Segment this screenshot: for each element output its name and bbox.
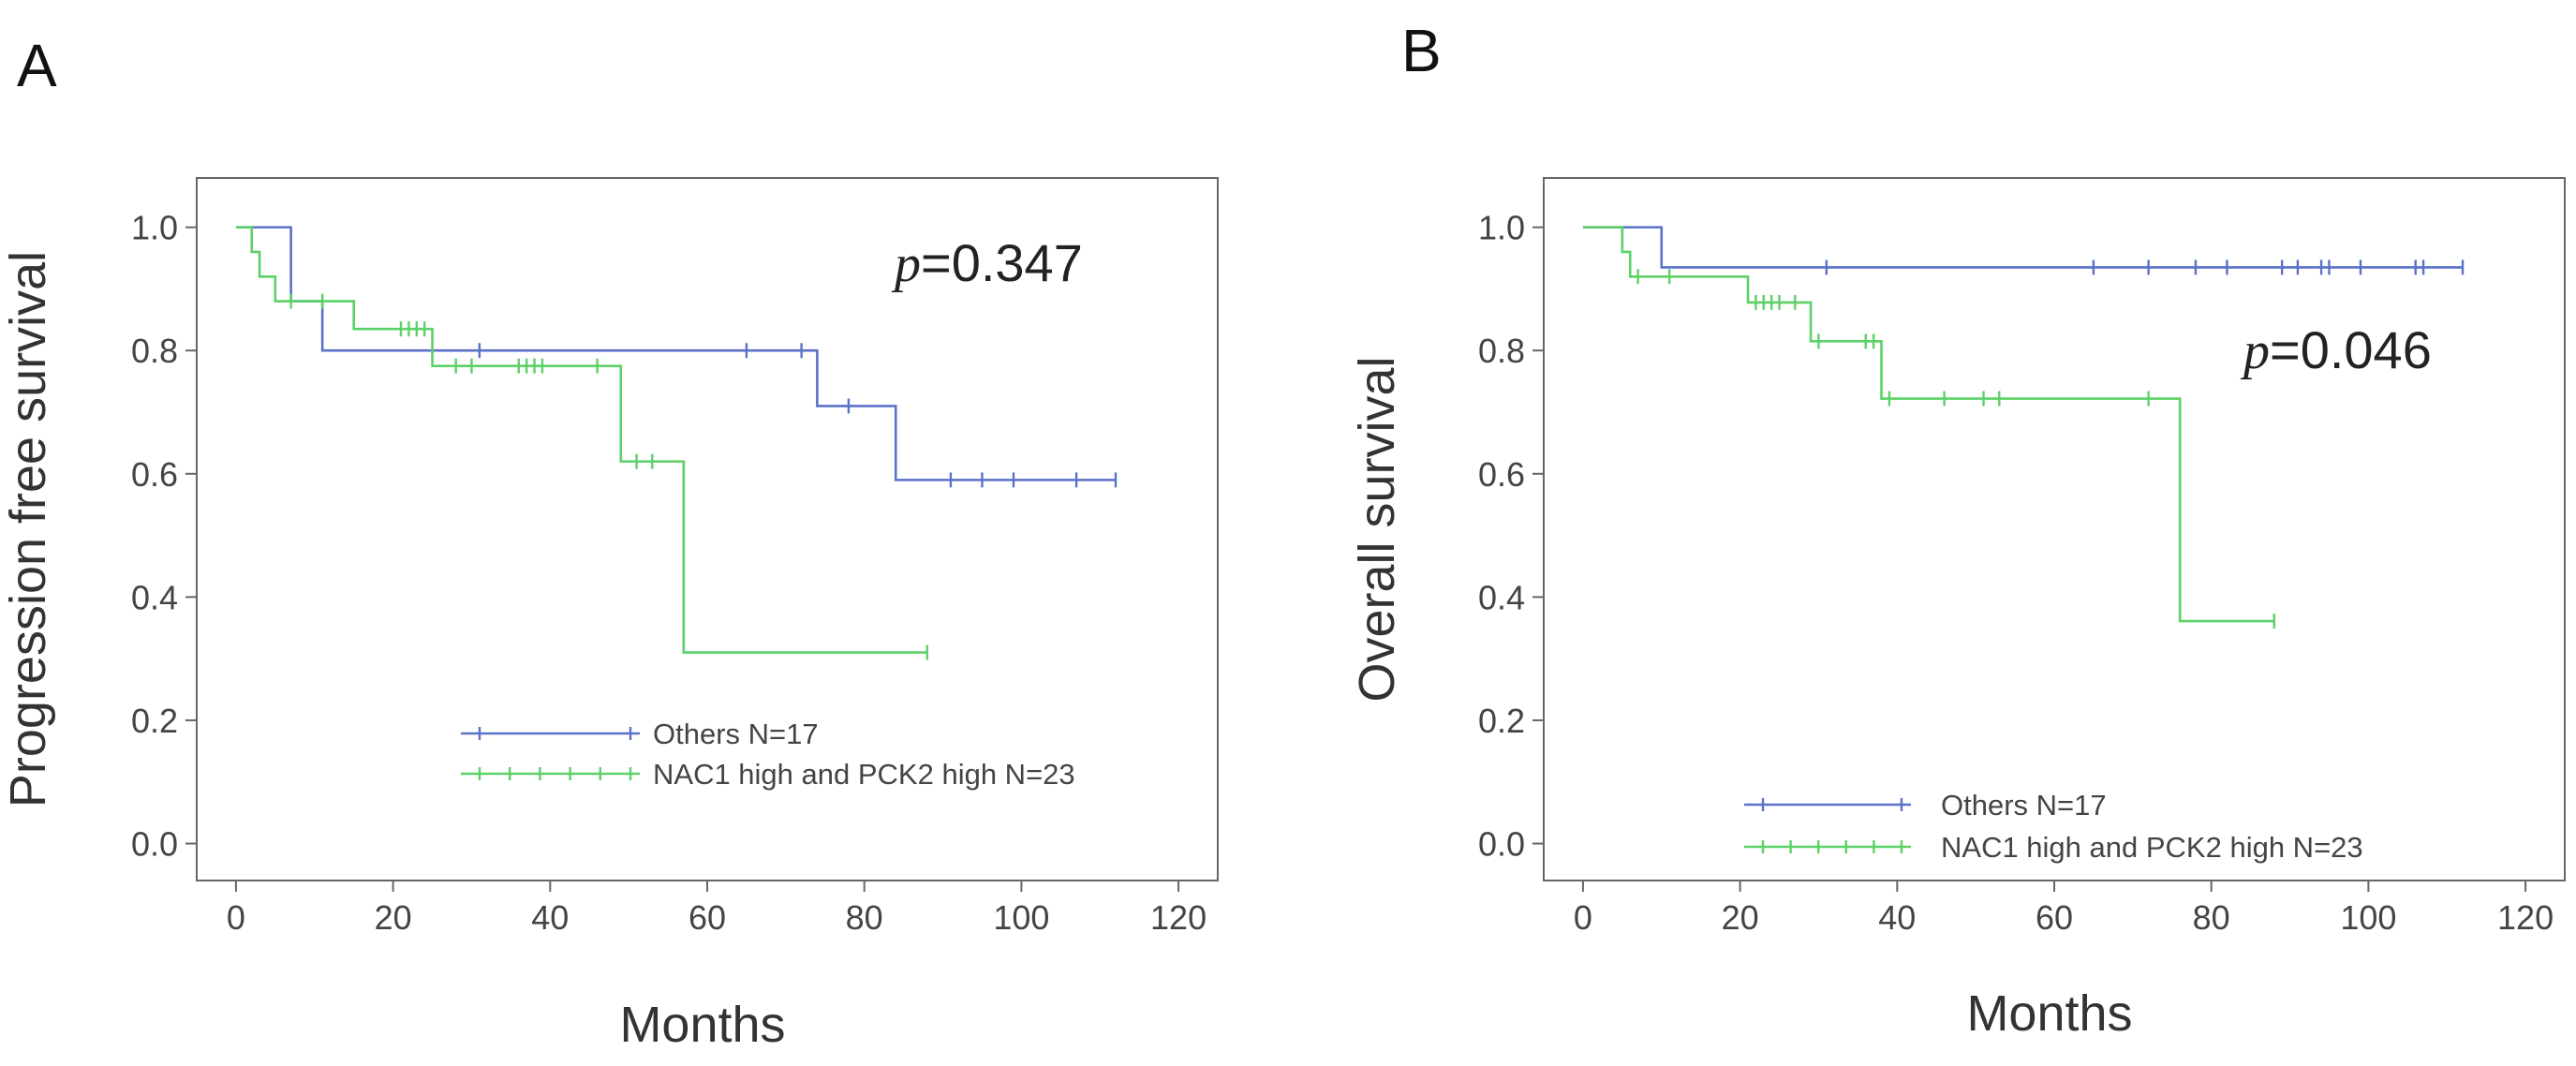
- x-tick-label-a: 120: [1150, 898, 1207, 937]
- legend-label: Others N=17: [653, 718, 819, 750]
- legend-item-nac1_pck2-a: NAC1 high and PCK2 high N=23: [461, 758, 1075, 791]
- x-tick-label-b: 60: [2036, 898, 2073, 937]
- legend-label: Others N=17: [1941, 789, 2107, 822]
- x-tick-label-b: 100: [2340, 898, 2396, 937]
- y-tick-label-a: 0.0: [131, 825, 178, 864]
- legend-label: NAC1 high and PCK2 high N=23: [1941, 831, 2363, 864]
- series-nac1_pck2-b: [1582, 226, 2275, 629]
- y-tick-label-b: 0.8: [1478, 332, 1525, 370]
- x-tick-label-b: 120: [2497, 898, 2554, 937]
- legend-item-nac1_pck2-b: NAC1 high and PCK2 high N=23: [1744, 831, 2363, 864]
- y-tick-label-a: 0.2: [131, 702, 178, 740]
- x-tick-label-b: 80: [2193, 898, 2230, 937]
- x-axis-title-b: Months: [1966, 985, 2132, 1042]
- legend-item-others-b: Others N=17: [1744, 789, 2107, 822]
- x-tick-label-a: 20: [375, 898, 412, 937]
- series-nac1_pck2-a: [235, 226, 928, 660]
- series-others-a: [235, 226, 1118, 488]
- x-axis-title-a: Months: [619, 997, 785, 1053]
- y-tick-label-a: 0.8: [131, 332, 178, 370]
- y-tick-label-a: 1.0: [131, 209, 178, 247]
- x-tick-label-a: 40: [531, 898, 569, 937]
- panel-label-a: A: [17, 32, 57, 99]
- y-axis-title-b: Overall survival: [1349, 356, 1405, 702]
- y-tick-label-a: 0.4: [131, 578, 178, 616]
- y-tick-label-a: 0.6: [131, 455, 178, 494]
- legend-label: NAC1 high and PCK2 high N=23: [653, 758, 1075, 791]
- y-tick-label-b: 0.4: [1478, 578, 1525, 616]
- y-tick-label-b: 0.0: [1478, 825, 1525, 864]
- y-tick-label-b: 1.0: [1478, 209, 1525, 247]
- x-tick-label-b: 0: [1574, 898, 1592, 937]
- series-others-b: [1582, 226, 2465, 275]
- y-tick-label-b: 0.6: [1478, 455, 1525, 494]
- y-axis-title-a: Progression free survival: [0, 251, 56, 807]
- x-tick-label-a: 0: [227, 898, 245, 937]
- km-curve-others: [1582, 226, 2463, 269]
- x-tick-label-b: 20: [1722, 898, 1759, 937]
- p-value-a: p=0.347: [891, 233, 1083, 293]
- plot-frame-b: [1543, 177, 2566, 881]
- x-tick-label-a: 80: [846, 898, 883, 937]
- y-tick-label-b: 0.2: [1478, 702, 1525, 740]
- x-tick-label-a: 100: [993, 898, 1049, 937]
- km-curve-nac1_pck2: [235, 226, 927, 654]
- panel-b: B 0.0 0.2 0.4 0.6 0.8 1.0 0 20 40 60 80 100 120 Months…: [1349, 17, 2566, 1042]
- panel-label-b: B: [1401, 17, 1442, 84]
- x-tick-label-b: 40: [1878, 898, 1916, 937]
- km-curve-others: [235, 226, 1116, 481]
- p-value-b: p=0.046: [2240, 320, 2432, 380]
- panel-a: A 0.0 0.2 0.4 0.6 0.8 1.0 0 20 40 60 80 100 120 Months…: [0, 32, 1219, 1053]
- km-curve-nac1_pck2: [1582, 226, 2274, 623]
- x-tick-label-a: 60: [688, 898, 726, 937]
- legend-item-others-a: Others N=17: [461, 718, 819, 750]
